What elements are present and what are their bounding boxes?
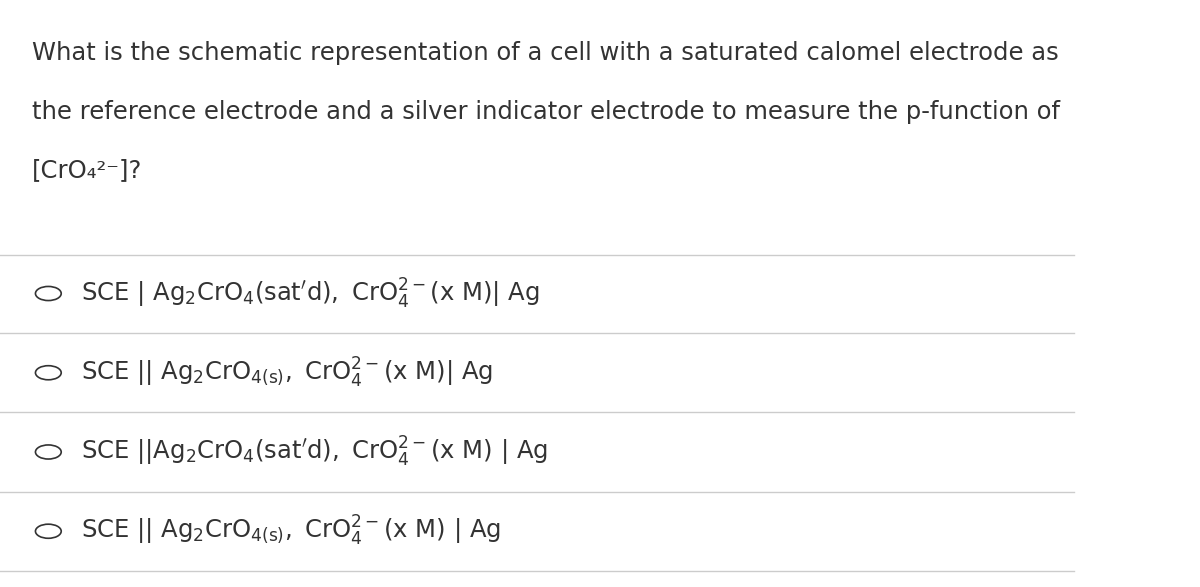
Text: the reference electrode and a silver indicator electrode to measure the p-functi: the reference electrode and a silver ind… (32, 100, 1061, 124)
Text: What is the schematic representation of a cell with a saturated calomel electrod: What is the schematic representation of … (32, 41, 1058, 65)
Text: $\mathrm{SCE\ ||Ag_2CrO_4(sat'd),\ CrO_4^{2-}(x\ M)\ |\ Ag}$: $\mathrm{SCE\ ||Ag_2CrO_4(sat'd),\ CrO_4… (80, 435, 547, 469)
Text: $\mathrm{SCE\ ||\ Ag_2CrO_{4(s)},\ CrO_4^{2-}(x\ M)|\ Ag}$: $\mathrm{SCE\ ||\ Ag_2CrO_{4(s)},\ CrO_4… (80, 356, 493, 390)
Text: $\mathrm{SCE\ |\ Ag_2CrO_4(sat'd),\ CrO_4^{2-}(x\ M)|\ Ag}$: $\mathrm{SCE\ |\ Ag_2CrO_4(sat'd),\ CrO_… (80, 276, 539, 311)
Text: [CrO₄²⁻]?: [CrO₄²⁻]? (32, 158, 143, 183)
Text: $\mathrm{SCE\ ||\ Ag_2CrO_{4(s)},\ CrO_4^{2-}(x\ M)\ |\ Ag}$: $\mathrm{SCE\ ||\ Ag_2CrO_{4(s)},\ CrO_4… (80, 514, 500, 548)
